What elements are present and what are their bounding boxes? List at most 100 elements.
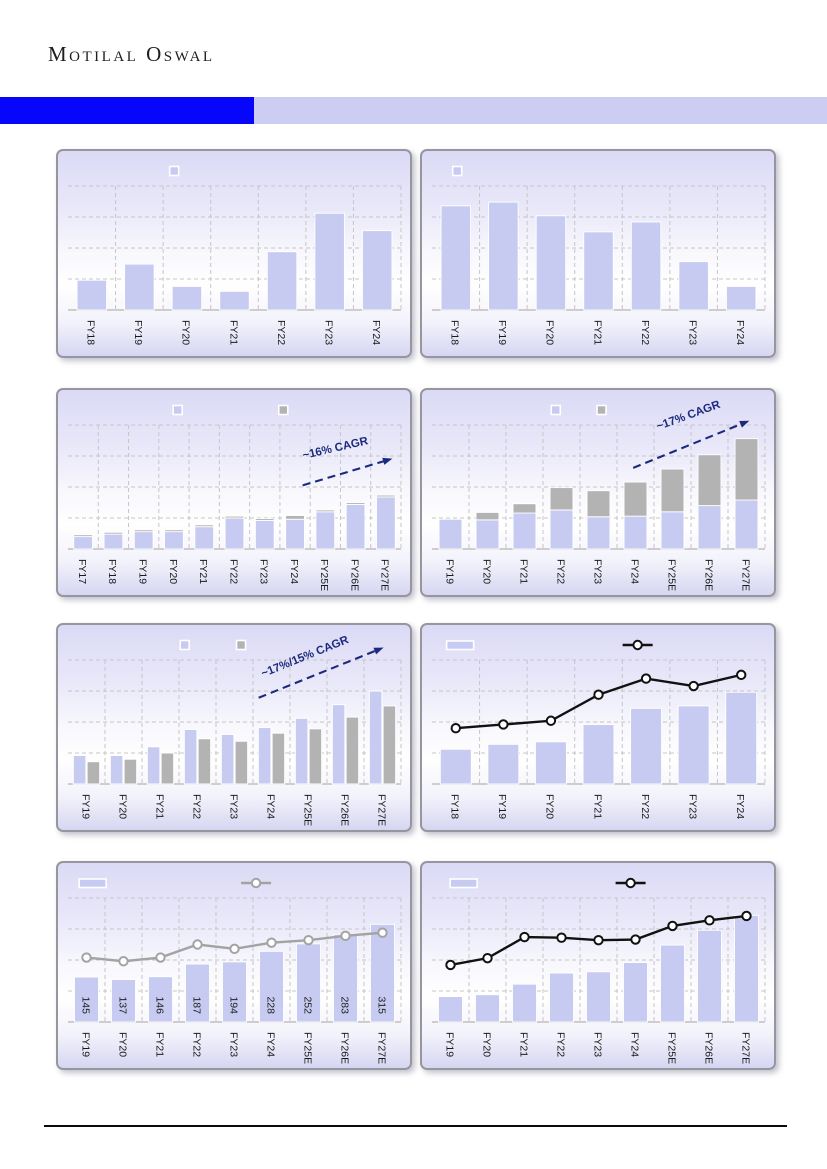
- line-marker: [445, 959, 456, 971]
- bar-secondary-bars: [345, 502, 366, 505]
- line-marker: [498, 719, 509, 730]
- line-marker: [450, 723, 461, 734]
- line-marker: [519, 931, 530, 943]
- bar-primary-bars: [487, 743, 520, 785]
- bar-primary-bars: [725, 691, 758, 785]
- grid: [68, 659, 402, 785]
- x-axis-label: FY18: [449, 794, 461, 819]
- bar-primary-bars: [220, 733, 235, 785]
- bar-secondary-bars: [164, 529, 184, 533]
- chart-5-canvas: ~17%/15% CAGR FY19 FY20 FY21 FY22 FY23 FY24 FY2…: [68, 634, 402, 826]
- x-axis-label: FY22: [190, 794, 202, 819]
- bar-primary-bars: [512, 512, 537, 550]
- bar-primary-bars: [623, 515, 648, 550]
- legend-swatch-line-marker: [625, 877, 636, 889]
- line-series: [81, 927, 388, 967]
- x-axis-label: FY19: [496, 794, 508, 819]
- x-axis-label: FY23: [591, 559, 603, 584]
- legend-swatch-square: [172, 404, 183, 416]
- x-axis-label: FY22: [554, 1032, 566, 1057]
- chart-3: ~16% CAGR FY17 FY18 FY19 FY20 FY21 FY22 FY23 FY2…: [56, 388, 412, 597]
- legend: [451, 165, 463, 177]
- bar-primary-bars: [259, 950, 284, 1023]
- legend-swatch-line-marker: [632, 639, 643, 651]
- bar-primary-bars: [73, 536, 93, 550]
- x-axis-label: FY19: [79, 794, 91, 819]
- cagr-arrow-head: [739, 420, 750, 428]
- bar-secondary-bars: [194, 524, 215, 528]
- line-marker: [229, 943, 240, 955]
- x-axis-label: FY27E: [739, 559, 751, 591]
- line-marker: [593, 689, 604, 700]
- bar-primary-bars: [582, 724, 615, 785]
- x-axis-label: FY23: [686, 320, 698, 345]
- line-series: [450, 669, 747, 734]
- legend: [449, 877, 646, 889]
- bar-secondary-bars: [345, 716, 360, 785]
- legend-swatch-bar: [449, 878, 478, 889]
- chart-8: FY19 FY20 FY21 FY22 FY23 FY24 FY25E FY26E FY27E: [420, 861, 776, 1070]
- x-axis-labels: FY17 FY18 FY19 FY20 FY21 FY22 FY23 FY24 FY25E FY2…: [76, 559, 391, 591]
- bars: [76, 212, 393, 311]
- cagr-arrow-shaft: [302, 459, 386, 487]
- bar-primary-bars: [586, 971, 611, 1023]
- x-axis-label: FY24: [264, 794, 276, 819]
- x-axis-label: FY24: [628, 559, 640, 584]
- bar-primary-bars: [194, 526, 215, 550]
- x-axis-label: FY23: [227, 1032, 239, 1057]
- line-marker: [118, 956, 129, 967]
- chart-2: FY18 FY19 FY20 FY21 FY22 FY23 FY24: [420, 149, 776, 358]
- x-axis-label: FY19: [136, 559, 148, 584]
- x-axis-label: FY26E: [348, 559, 360, 591]
- bar-primary-bars: [660, 944, 685, 1023]
- x-axis-label: FY20: [180, 320, 192, 345]
- x-axis-label: FY20: [116, 794, 128, 819]
- bar-secondary-bars: [376, 494, 396, 498]
- legend-swatch-bar: [78, 878, 107, 889]
- bar-primary-bars: [224, 517, 245, 550]
- x-axis-label: FY21: [517, 1032, 529, 1057]
- bar-primary-bars: [630, 707, 662, 785]
- bar-primary-bars: [734, 499, 759, 550]
- bar-value-label: 252: [302, 996, 314, 1014]
- line-marker: [377, 927, 388, 938]
- x-axis-label: FY21: [591, 794, 603, 819]
- bar-primary-bars: [475, 519, 500, 550]
- line-marker: [593, 934, 604, 946]
- bar-primary-bars: [660, 511, 685, 550]
- x-axis-label: FY22: [639, 320, 651, 345]
- bar-primary-bars: [630, 221, 662, 311]
- bars: [72, 690, 397, 785]
- line-marker: [556, 932, 567, 943]
- bars: [438, 914, 759, 1023]
- cagr-annotation: ~17%/15% CAGR: [258, 634, 384, 699]
- x-axis-label: FY25E: [301, 1032, 313, 1064]
- x-axis-label: FY26E: [702, 1032, 714, 1064]
- legend-swatch-line-marker: [250, 877, 262, 889]
- bar-secondary-bars: [623, 481, 648, 517]
- line-marker: [667, 920, 678, 932]
- legend-swatch-square: [235, 639, 247, 651]
- bar-secondary-bars: [382, 705, 397, 785]
- bar-secondary-bars: [234, 740, 249, 785]
- bar-primary-bars: [438, 518, 463, 550]
- bar-secondary-bars: [224, 515, 245, 519]
- x-axis-label: FY27E: [379, 559, 391, 591]
- bar-primary-bars: [148, 976, 173, 1023]
- bars: [439, 691, 758, 785]
- bar-primary-bars: [111, 979, 136, 1023]
- bar-primary-bars: [285, 518, 305, 550]
- bar-secondary-bars: [285, 515, 305, 520]
- legend-swatch-square: [596, 404, 607, 416]
- legend-swatch-square: [550, 404, 562, 416]
- bar-value-label: 146: [154, 996, 166, 1014]
- legend: [168, 165, 180, 177]
- x-axis-labels: FY19 FY20 FY21 FY22 FY23 FY24 FY25E FY26E FY27E: [443, 1032, 751, 1064]
- cagr-label: ~17%/15% CAGR: [260, 634, 351, 680]
- x-axis-label: FY19: [79, 1032, 91, 1057]
- bar-primary-bars: [583, 231, 614, 311]
- bars: [438, 438, 759, 550]
- x-axis-labels: FY18 FY19 FY20 FY21 FY22 FY23 FY24: [449, 320, 746, 345]
